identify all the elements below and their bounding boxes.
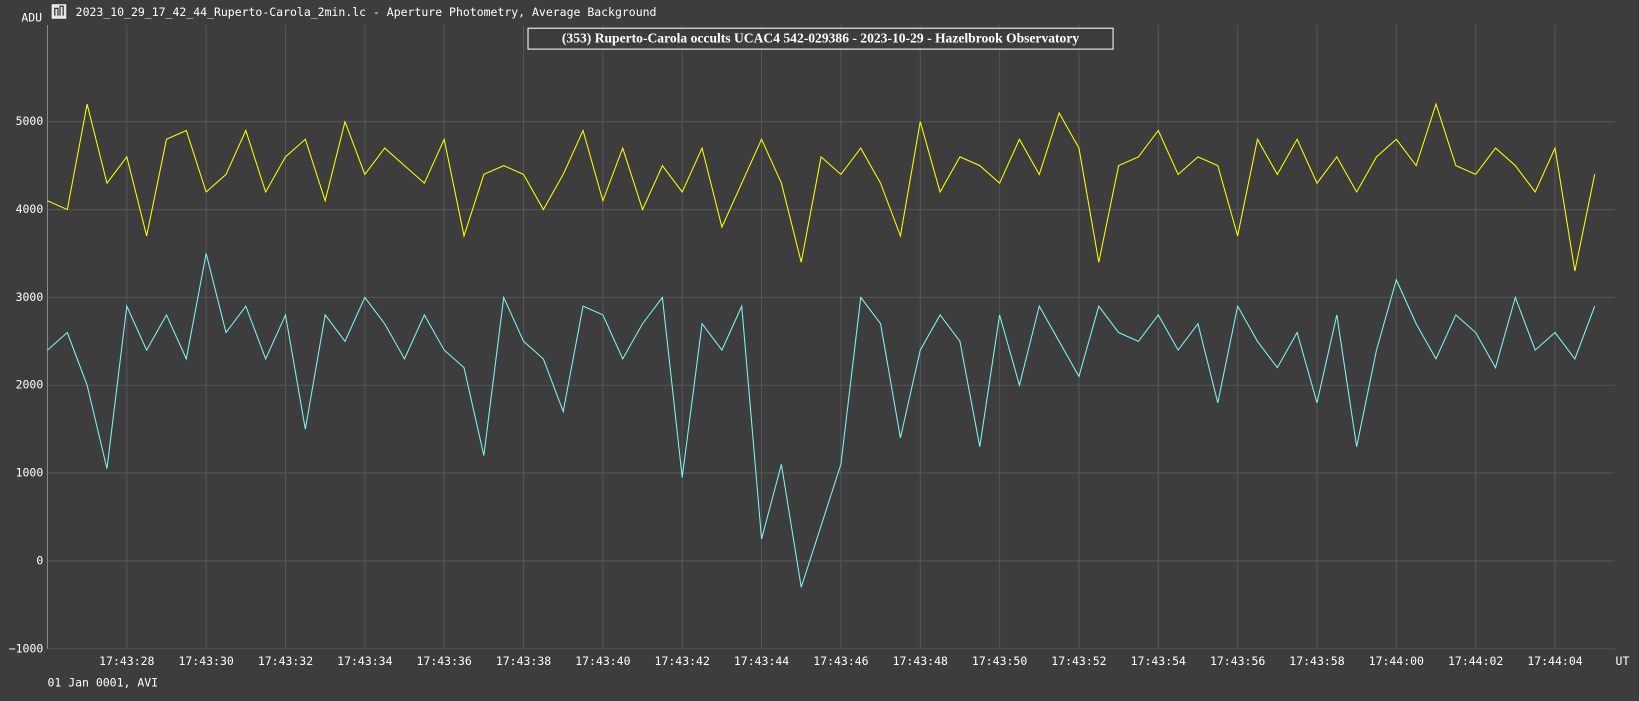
x-tick-label: 17:43:42	[655, 654, 710, 668]
x-tick-label: 17:43:52	[1051, 654, 1106, 668]
x-tick-label: 17:43:44	[734, 654, 789, 668]
title-box	[527, 27, 1114, 50]
x-tick-label: 17:43:48	[893, 654, 948, 668]
y-tick-label: 5000	[16, 114, 44, 128]
grid: −1000 0 1000 2000 3000 4000 5000 17:43:28 17:43:…	[9, 25, 1615, 668]
x-tick-label: 17:44:02	[1448, 654, 1503, 668]
app-icon-glyph	[54, 5, 64, 16]
y-tick-label: −1000	[9, 641, 44, 655]
x-tick-label: 17:43:36	[417, 654, 472, 668]
y-tick-label: 2000	[16, 378, 44, 392]
y-axis-label: ADU	[21, 10, 42, 24]
y-tick-label: 4000	[16, 202, 44, 216]
y-tick-label: 0	[36, 553, 43, 567]
x-tick-label: 17:43:34	[337, 654, 392, 668]
y-tick-label: 3000	[16, 290, 44, 304]
series-line	[47, 253, 1596, 588]
y-tick-label: 1000	[16, 466, 44, 480]
x-tick-label: 17:43:50	[972, 654, 1027, 668]
x-tick-label: 17:43:30	[178, 654, 233, 668]
window-title: 2023_10_29_17_42_44_Ruperto-Carola_2min.…	[76, 5, 657, 19]
x-tick-label: 17:44:04	[1527, 654, 1582, 668]
x-tick-label: 17:43:40	[575, 654, 630, 668]
x-tick-label: 17:43:38	[496, 654, 551, 668]
x-tick-label: 17:43:56	[1210, 654, 1265, 668]
x-tick-label: 17:43:28	[99, 654, 154, 668]
x-tick-label: 17:43:58	[1289, 654, 1344, 668]
series-line	[47, 102, 1596, 272]
x-axis-label: UT	[1616, 654, 1630, 668]
plot	[47, 102, 1596, 588]
x-tick-label: 17:44:00	[1369, 654, 1424, 668]
x-tick-label: 17:43:32	[258, 654, 313, 668]
footer: 01 Jan 0001, AVI	[47, 676, 158, 690]
app-icon	[51, 4, 67, 19]
chart-title: (353) Ruperto-Carola occults UCAC4 542-0…	[562, 30, 1079, 46]
x-tick-label: 17:43:46	[813, 654, 868, 668]
x-tick-label: 17:43:54	[1131, 654, 1186, 668]
